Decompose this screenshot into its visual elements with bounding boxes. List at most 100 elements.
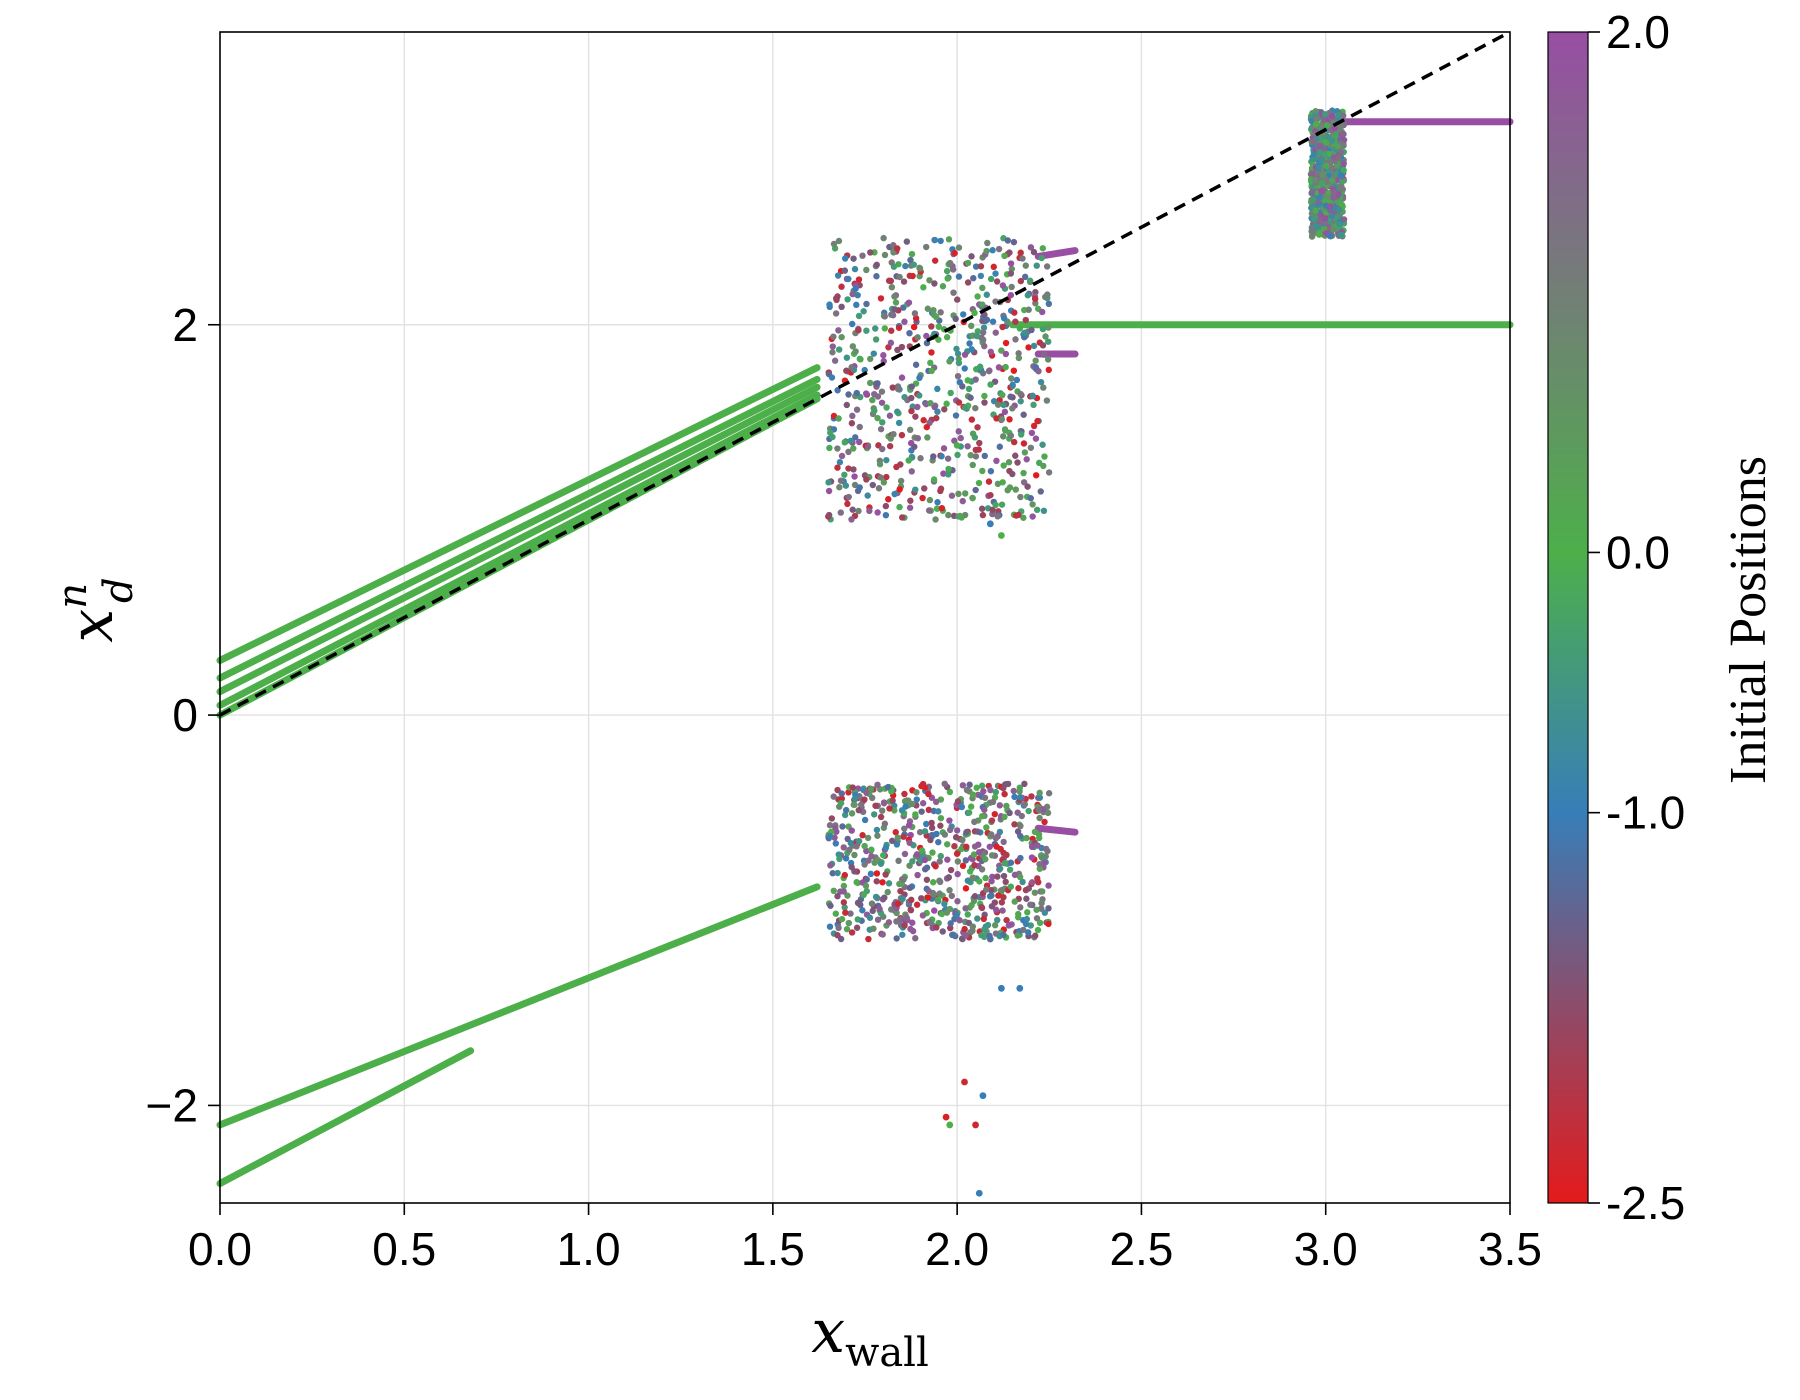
scatter-point (1043, 397, 1051, 404)
colorbar-tick-label: -1.0 (1606, 787, 1685, 839)
scatter-point (888, 837, 896, 845)
scatter-point (930, 453, 937, 460)
scatter-point (1318, 188, 1325, 195)
scatter-point (863, 847, 870, 855)
scatter-point (1030, 248, 1038, 256)
scatter-point (855, 327, 862, 334)
scatter-point (845, 465, 852, 472)
scatter-point (1322, 215, 1329, 222)
scatter-point (863, 789, 870, 797)
scatter-point (962, 490, 969, 497)
scatter-point (1308, 233, 1316, 240)
scatter-point (841, 871, 849, 879)
scatter-point (982, 856, 989, 863)
scatter-point (988, 886, 995, 894)
scatter-point (962, 885, 970, 892)
outlier-point (1016, 984, 1024, 992)
scatter-point (1326, 232, 1334, 240)
scatter-point (890, 430, 897, 438)
scatter-point (983, 886, 990, 893)
scatter-point (1020, 411, 1027, 418)
scatter-point (826, 301, 833, 308)
scatter-point (1312, 207, 1319, 214)
scatter-point (886, 412, 894, 419)
scatter-point (951, 249, 958, 257)
scatter-point (934, 499, 941, 506)
scatter-point (835, 237, 843, 245)
scatter-point (891, 802, 898, 809)
scatter-point (843, 401, 850, 409)
scatter-point (853, 924, 861, 931)
scatter-point (977, 272, 985, 280)
scatter-point (959, 836, 966, 844)
scatter-point (1016, 325, 1024, 332)
scatter-point (1036, 919, 1044, 927)
scatter-point (1333, 131, 1340, 138)
scatter-point (867, 785, 875, 793)
scatter-point (934, 385, 941, 393)
scatter-point (979, 812, 986, 820)
scatter-point (994, 513, 1001, 520)
scatter-point (924, 305, 931, 312)
scatter-point (863, 300, 870, 308)
scatter-point (983, 824, 990, 831)
scatter-point (884, 888, 891, 896)
scatter-point (891, 807, 898, 814)
scatter-point (955, 399, 963, 406)
scatter-point (848, 420, 856, 427)
scatter-point (1339, 130, 1347, 138)
scatter-point (1010, 367, 1018, 374)
scatter-point (952, 315, 959, 323)
scatter-point (931, 403, 938, 411)
scatter-point (834, 387, 841, 394)
scatter-point (963, 829, 970, 836)
scatter-point (845, 493, 852, 501)
scatter-point (1002, 427, 1009, 434)
scatter-point (961, 351, 969, 358)
scatter-point (905, 457, 912, 464)
scatter-point (967, 929, 974, 936)
scatter-point (932, 798, 940, 806)
outlier-point (997, 532, 1005, 539)
scatter-point (924, 434, 931, 441)
scatter-point (1021, 449, 1029, 456)
scatter-point (838, 915, 846, 923)
scatter-point (1340, 160, 1347, 167)
scatter-point (968, 346, 975, 353)
scatter-point (888, 327, 895, 334)
scatter-point (1021, 780, 1028, 788)
scatter-point (964, 877, 972, 884)
scatter-point (1009, 405, 1016, 412)
scatter-point (1001, 813, 1008, 821)
scatter-point (999, 433, 1007, 440)
scatter-point (849, 412, 856, 420)
scatter-point (901, 318, 908, 325)
scatter-point (835, 327, 842, 334)
scatter-point (1045, 882, 1052, 889)
scatter-point (953, 442, 961, 449)
scatter-point (1020, 469, 1027, 477)
scatter-point (1045, 920, 1052, 928)
scatter-point (856, 484, 863, 491)
scatter-point (898, 374, 906, 381)
scatter-point (1015, 350, 1022, 357)
scatter-point (910, 323, 918, 331)
scatter-point (845, 275, 852, 283)
scatter-point (1031, 828, 1039, 836)
scatter-point (840, 882, 848, 890)
scatter-point (992, 329, 999, 336)
scatter-point (970, 897, 978, 905)
scatter-point (838, 283, 845, 290)
scatter-point (1013, 376, 1021, 384)
scatter-point (946, 358, 953, 365)
scatter-point (1029, 501, 1036, 508)
scatter-point (906, 329, 913, 337)
colorbar (1547, 31, 1589, 1204)
scatter-point (851, 795, 859, 803)
scatter-point (923, 864, 931, 871)
scatter-point (953, 911, 960, 919)
scatter-point (1002, 350, 1010, 358)
scatter-point (974, 328, 981, 335)
scatter-point (1033, 915, 1041, 922)
scatter-point (1031, 295, 1039, 303)
